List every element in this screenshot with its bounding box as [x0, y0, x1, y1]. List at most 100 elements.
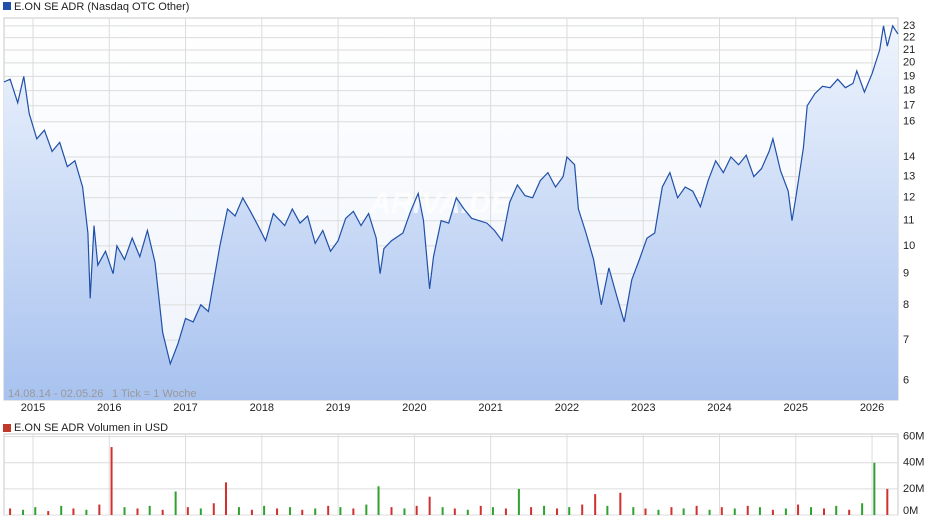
price-area	[4, 25, 898, 401]
y-tick-label: 20	[903, 57, 915, 69]
volume-bar	[670, 507, 673, 515]
volume-bar	[186, 507, 189, 515]
y-tick-label: 11	[903, 215, 914, 227]
x-tick-label: 2020	[402, 402, 426, 414]
x-tick-label: 2023	[631, 402, 655, 414]
volume-bar	[810, 507, 813, 515]
y-tick-label: 60M	[903, 431, 924, 443]
volume-bar	[581, 504, 584, 515]
volume-bar	[708, 509, 711, 515]
volume-bar	[594, 494, 597, 515]
volume-bar	[237, 507, 240, 515]
volume-bar	[365, 504, 368, 515]
volume-bar	[22, 509, 25, 515]
volume-bar	[352, 508, 355, 515]
volume-bar	[85, 509, 88, 515]
volume-bar	[758, 507, 761, 515]
volume-bar	[98, 504, 101, 515]
y-tick-label: 16	[903, 116, 915, 128]
volume-bar	[746, 505, 749, 515]
volume-bar	[34, 507, 37, 515]
volume-bar	[556, 508, 559, 515]
volume-bar	[327, 505, 330, 515]
volume-bar	[504, 508, 507, 515]
volume-bar	[657, 509, 660, 515]
volume-bar	[530, 507, 533, 515]
volume-bar	[453, 508, 456, 515]
volume-bar	[174, 491, 177, 515]
volume-bar	[161, 509, 164, 515]
y-tick-label: 9	[903, 268, 909, 280]
date-range: 14.08.14 - 02.05.26	[8, 388, 103, 400]
x-tick-label: 2018	[250, 402, 274, 414]
volume-bar	[301, 509, 304, 515]
volume-bar	[784, 508, 787, 515]
volume-bar	[250, 509, 253, 515]
volume-bar	[428, 496, 431, 515]
volume-bar	[568, 507, 571, 515]
volume-bar	[644, 508, 647, 515]
volume-bar	[224, 482, 227, 515]
volume-bar	[110, 447, 113, 515]
volume-plot-area	[3, 433, 899, 516]
y-tick-label: 17	[903, 100, 915, 112]
y-tick-label: 14	[903, 151, 915, 163]
volume-bar	[136, 508, 139, 515]
volume-bar	[823, 508, 826, 515]
volume-bar	[415, 505, 418, 515]
volume-bar	[212, 503, 215, 515]
volume-bar	[123, 507, 126, 515]
volume-bar	[276, 508, 279, 515]
legend-swatch	[3, 2, 11, 10]
x-tick-label: 2021	[478, 402, 502, 414]
x-tick-label: 2024	[707, 402, 731, 414]
y-tick-label: 19	[903, 70, 915, 82]
y-tick-label: 7	[903, 334, 909, 346]
volume-bar	[377, 486, 380, 515]
x-tick-label: 2015	[21, 402, 45, 414]
volume-bar	[619, 492, 622, 515]
y-tick-label: 18	[903, 85, 915, 97]
volume-bar	[861, 503, 864, 515]
y-tick-label: 13	[903, 171, 915, 183]
y-tick-label: 0M	[903, 505, 918, 517]
volume-bar	[72, 508, 75, 515]
x-tick-label: 2019	[326, 402, 350, 414]
volume-bar	[517, 488, 520, 515]
volume-bar	[403, 508, 406, 515]
legend-label: E.ON SE ADR (Nasdaq OTC Other)	[14, 1, 189, 13]
volume-bar	[491, 507, 494, 515]
volume-bar	[60, 505, 63, 515]
volume-bar	[886, 488, 889, 515]
x-tick-label: 2017	[173, 402, 197, 414]
volume-bar	[797, 504, 800, 515]
volume-bar	[873, 462, 876, 515]
y-tick-label: 20M	[903, 483, 924, 495]
y-tick-label: 12	[903, 192, 915, 204]
y-tick-label: 6	[903, 375, 909, 387]
price-line	[3, 24, 899, 366]
x-tick-label: 2026	[860, 402, 884, 414]
volume-bar	[733, 508, 736, 515]
y-tick-label: 40M	[903, 457, 924, 469]
x-tick-label: 2016	[97, 402, 121, 414]
volume-bar	[695, 505, 698, 515]
volume-bar	[479, 505, 482, 515]
volume-bar	[682, 508, 685, 515]
volume-bar	[441, 507, 444, 515]
volume-bar	[390, 507, 393, 515]
y-tick-label: 23	[903, 20, 915, 32]
volume-bar	[606, 505, 609, 515]
volume-bar	[9, 508, 12, 515]
volume-bar	[47, 511, 50, 515]
volume-bar	[543, 505, 546, 515]
tick-note: 1 Tick = 1 Woche	[112, 388, 196, 400]
volume-bar	[632, 507, 635, 515]
legend-swatch	[3, 424, 11, 432]
volume-bar	[835, 505, 838, 515]
volume-bar	[466, 509, 469, 515]
y-tick-label: 10	[903, 240, 915, 252]
volume-bar	[771, 509, 774, 515]
x-tick-label: 2022	[555, 402, 579, 414]
